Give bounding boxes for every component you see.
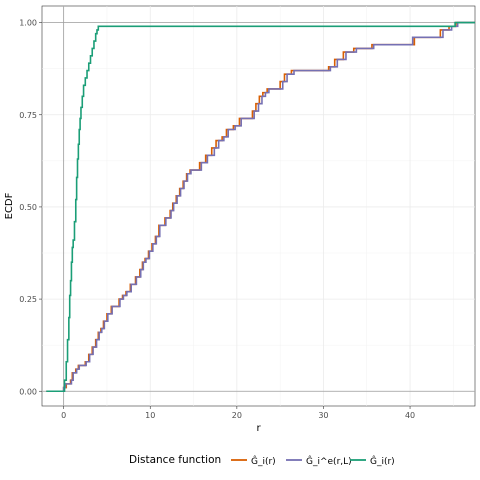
y-tick-label: 0.25 xyxy=(19,295,37,304)
legend-items: Ĝ_i(r) Ĝ_i^e(r,L) Ĝ_i(r) xyxy=(231,455,395,467)
reference-lines xyxy=(42,6,475,406)
series-line-2 xyxy=(46,21,475,393)
x-tick-label: 20 xyxy=(232,411,242,420)
y-axis-title: ECDF xyxy=(4,192,15,219)
x-tick-label: 30 xyxy=(318,411,328,420)
x-axis-ticks: 0 10 20 30 40 xyxy=(61,406,415,420)
y-tick-label: 0.00 xyxy=(19,387,37,396)
series-layer xyxy=(46,21,475,393)
y-tick-label: 1.00 xyxy=(19,19,37,28)
x-tick-label: 0 xyxy=(61,411,66,420)
x-tick-label: 10 xyxy=(145,411,155,420)
x-tick-label: 40 xyxy=(405,411,415,420)
plot-panel xyxy=(41,5,476,407)
y-axis-ticks: 0.00 0.25 0.50 0.75 1.00 xyxy=(19,19,42,396)
legend-title: Distance function xyxy=(129,454,221,466)
legend-label-1: Ĝ_i(r) xyxy=(251,455,276,467)
x-axis-title: r xyxy=(256,423,261,434)
legend-label-2: Ĝ_i^e(r,L) xyxy=(306,455,352,467)
series-line-3 xyxy=(46,21,475,393)
y-tick-label: 0.50 xyxy=(19,203,37,212)
legend-label-3: Ĝ_i(r) xyxy=(370,455,395,467)
legend: Distance function Ĝ_i(r) Ĝ_i^e(r,L) Ĝ_i(r) xyxy=(129,454,395,467)
y-tick-label: 0.75 xyxy=(19,111,37,120)
